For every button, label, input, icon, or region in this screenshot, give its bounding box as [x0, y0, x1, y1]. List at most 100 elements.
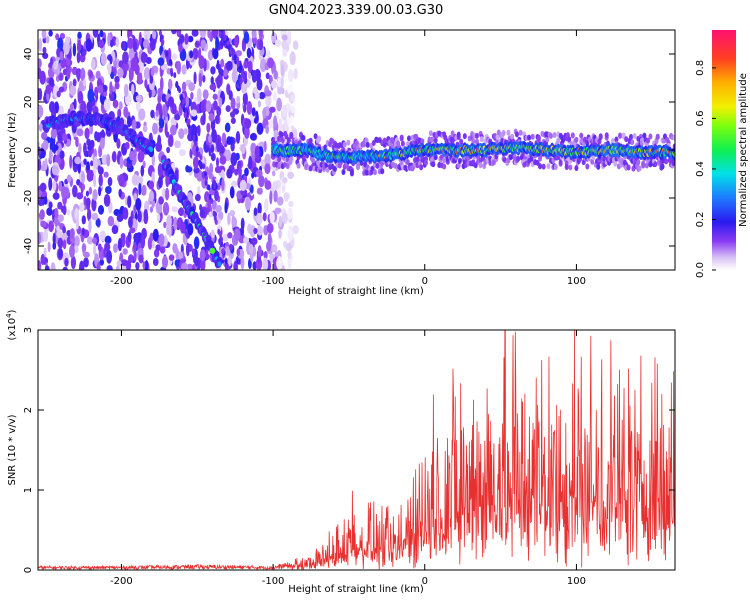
noise-cell — [98, 186, 102, 197]
noise-cell — [78, 80, 84, 93]
noise-cell — [243, 104, 247, 113]
noise-cell — [220, 58, 225, 68]
noise-cell — [264, 180, 272, 190]
noise-cell — [205, 100, 212, 113]
noise-cell — [92, 237, 98, 244]
track-halo — [428, 130, 433, 137]
noise-cell — [194, 257, 199, 267]
noise-cell — [168, 254, 175, 261]
snr-multiplier: (x104) — [5, 309, 18, 340]
track-halo — [604, 132, 609, 139]
noise-cell — [38, 67, 41, 77]
noise-cell — [171, 206, 179, 213]
noise-cell — [115, 37, 120, 48]
noise-cell — [274, 207, 282, 214]
noise-cell — [74, 156, 81, 165]
noise-cell — [116, 260, 122, 267]
noise-cell — [128, 216, 133, 229]
noise-cell — [285, 242, 292, 252]
noise-cell — [75, 136, 79, 148]
noise-cell — [86, 208, 92, 222]
track-halo — [296, 162, 301, 169]
track-halo — [462, 133, 467, 140]
noise-cell — [135, 197, 142, 211]
noise-cell — [56, 230, 63, 238]
noise-cell — [219, 155, 227, 165]
noise-cell — [253, 207, 258, 217]
noise-cell — [131, 173, 139, 186]
track-halo — [406, 135, 411, 142]
noise-cell — [107, 215, 115, 227]
noise-cell — [286, 37, 292, 45]
noise-cell — [42, 36, 47, 44]
y-tick-label: 1 — [23, 487, 34, 493]
noise-cell — [53, 60, 59, 70]
noise-cell — [100, 52, 107, 66]
track-halo — [614, 136, 619, 143]
noise-cell — [231, 216, 238, 227]
noise-cell — [48, 201, 53, 209]
noise-cell — [174, 113, 181, 121]
noise-cell — [187, 223, 194, 236]
noise-cell — [114, 81, 120, 90]
noise-cell — [216, 105, 222, 117]
noise-cell — [67, 209, 71, 216]
noise-cell — [44, 265, 50, 270]
noise-cell — [281, 212, 288, 225]
noise-cell — [244, 167, 249, 177]
track-halo — [501, 130, 506, 137]
noise-cell — [248, 243, 254, 254]
noise-cell — [225, 245, 230, 256]
noise-cell — [167, 96, 175, 108]
noise-cell — [222, 233, 229, 242]
noise-cell — [285, 103, 291, 114]
noise-cell — [41, 30, 47, 39]
snr-ylabel: SNR (10 * v/v) — [7, 414, 18, 485]
noise-cell — [274, 39, 281, 47]
noise-cell — [239, 179, 247, 192]
streak-cell — [208, 194, 212, 201]
noise-cell — [76, 39, 82, 54]
track-halo — [382, 137, 387, 144]
noise-cell — [287, 30, 292, 39]
noise-cell — [178, 128, 185, 140]
noise-cell — [202, 75, 206, 83]
noise-cell — [200, 39, 207, 49]
noise-cell — [138, 108, 146, 121]
track-halo — [315, 159, 320, 166]
track-halo — [279, 131, 284, 138]
track-halo — [400, 140, 405, 147]
track-halo — [618, 132, 623, 139]
noise-cell — [48, 101, 56, 113]
track-halo — [317, 135, 322, 142]
noise-cell — [267, 57, 275, 69]
track-halo — [624, 136, 629, 143]
noise-cell — [99, 136, 105, 150]
noise-cell — [276, 97, 282, 112]
noise-cell — [170, 124, 177, 136]
track-halo — [420, 138, 425, 145]
noise-cell — [133, 193, 138, 202]
streak-cell — [210, 198, 214, 205]
noise-cell — [83, 142, 87, 155]
track-halo — [332, 165, 337, 172]
noise-cell — [103, 98, 111, 111]
track-halo — [474, 132, 479, 139]
noise-cell — [69, 85, 77, 97]
streak-cell — [182, 106, 186, 113]
noise-cell — [244, 196, 251, 211]
streak-cell — [220, 30, 223, 33]
noise-cell — [265, 72, 270, 80]
noise-cell — [92, 156, 98, 169]
streak-cell — [232, 49, 236, 56]
track-halo — [655, 134, 660, 141]
noise-cell — [64, 257, 69, 267]
y-tick-label: 2 — [23, 407, 34, 413]
noise-cell — [122, 248, 128, 255]
track-halo — [342, 163, 347, 170]
noise-cell — [269, 106, 276, 113]
noise-cell — [215, 36, 220, 50]
noise-cell — [173, 216, 178, 231]
noise-cell — [249, 184, 254, 194]
